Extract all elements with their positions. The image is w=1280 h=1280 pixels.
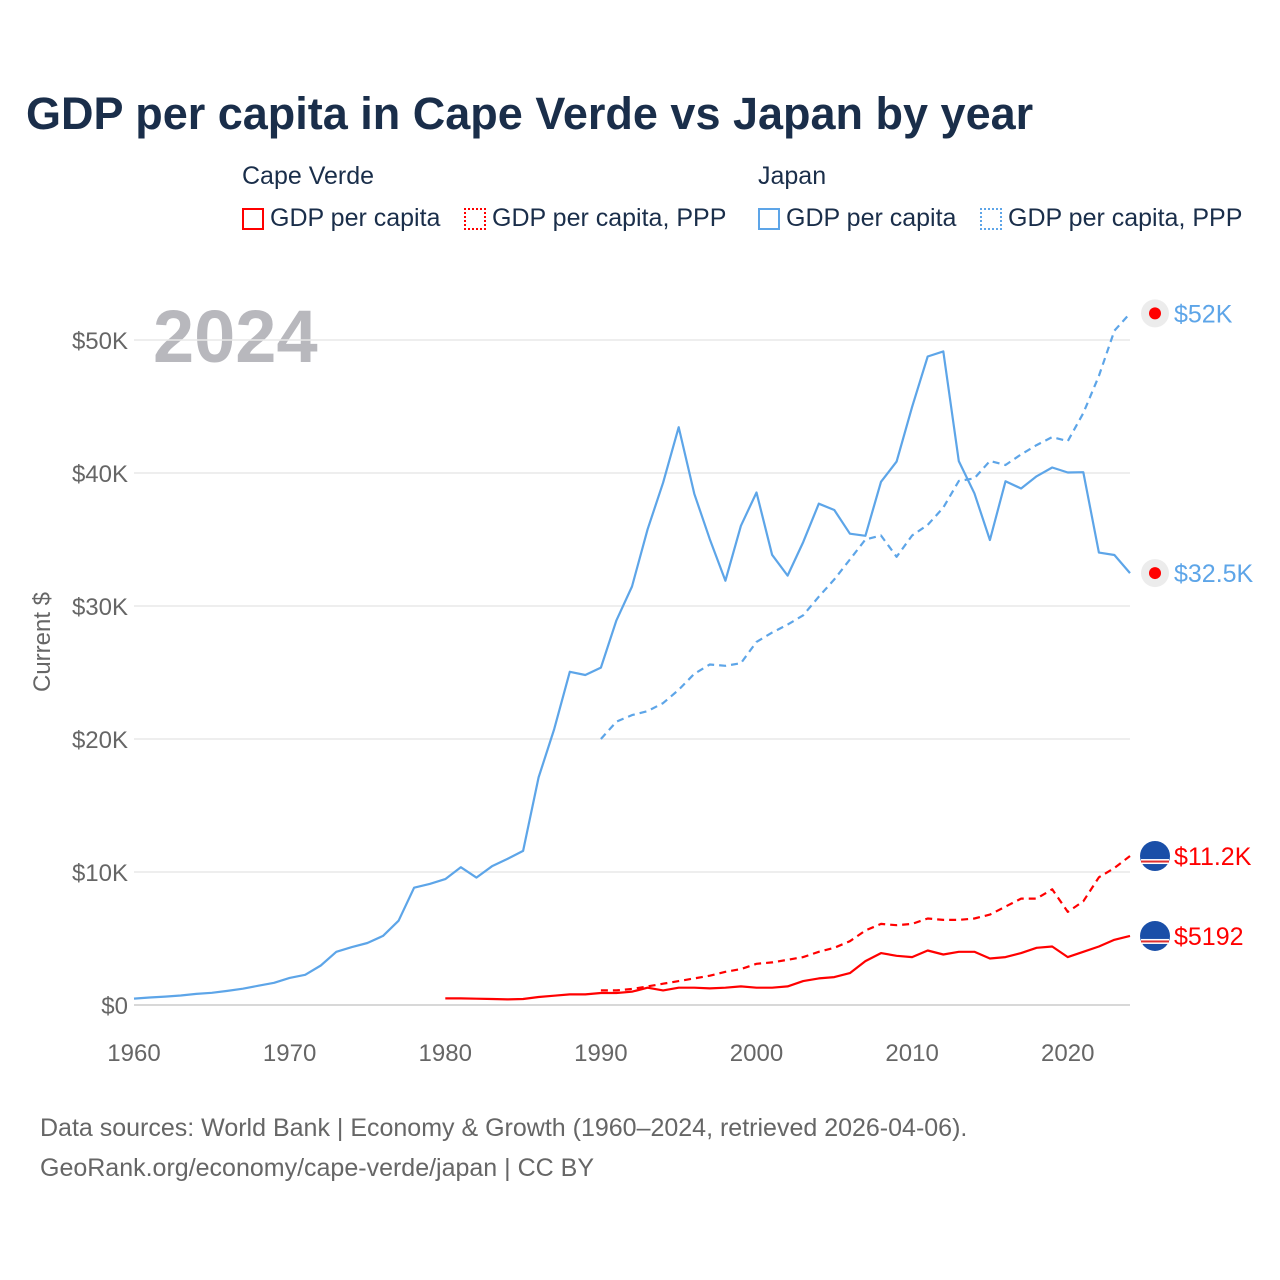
legend-label: GDP per capita, PPP [492,204,727,232]
legend-item-cv-ppp[interactable]: GDP per capita, PPP [464,204,726,233]
end-value-label: $5192 [1174,923,1244,951]
y-tick-label: $40K [72,461,128,488]
end-value-label: $11.2K [1174,843,1252,871]
x-tick-label: 2000 [730,1040,783,1067]
series-line-cape-verde-gdp-per-capita-ppp [600,855,1131,992]
legend-item-cv-gdp[interactable]: GDP per capita [242,204,440,233]
chart-title: GDP per capita in Cape Verde vs Japan by… [26,88,1034,139]
y-tick-label: $50K [72,328,128,355]
y-tick-label: $20K [72,727,128,754]
legend-label: GDP per capita [786,204,957,232]
legend-swatch-dotted-blue [980,207,1002,230]
x-tick-label: 2010 [885,1040,938,1067]
end-value-label: $32.5K [1174,560,1254,588]
japan-flag-dot [1149,567,1161,580]
y-tick-label: $10K [72,860,128,887]
year-overlay: 2024 [153,295,318,378]
series-line-cape-verde-gdp-per-capita [445,934,1131,1001]
x-tick-label: 1980 [419,1040,472,1067]
source-line-1: Data sources: World Bank | Economy & Gro… [40,1114,968,1142]
cape-verde-flag-stripe [1141,860,1169,863]
x-tick-label: 1970 [263,1040,316,1067]
legend-group-cape-verde: Cape Verde [242,162,375,190]
legend-swatch-dotted-red [464,207,486,230]
x-tick-label: 1990 [574,1040,627,1067]
japan-flag-dot [1149,307,1161,320]
y-tick-label: $30K [72,594,128,621]
cape-verde-flag-icon [1140,841,1170,872]
legend-label: GDP per capita, PPP [1008,204,1243,232]
legend-label: GDP per capita [270,204,441,232]
x-tick-label: 2020 [1041,1040,1094,1067]
x-tick-label: 1960 [107,1040,160,1067]
legend-item-jp-gdp[interactable]: GDP per capita [758,204,956,233]
legend-swatch-solid-red [242,207,264,230]
y-axis-label: Current $ [29,592,56,692]
cape-verde-flag-stripe [1141,940,1169,943]
series-line-japan-gdp-per-capita [133,350,1131,1000]
legend-item-jp-ppp[interactable]: GDP per capita, PPP [980,204,1242,233]
legend-swatch-solid-blue [758,207,780,230]
end-value-label: $52K [1174,300,1233,328]
source-line-2[interactable]: GeoRank.org/economy/cape-verde/japan | C… [40,1154,595,1182]
cape-verde-flag-icon [1140,920,1170,951]
source-note: Data sources: World Bank | Economy & Gro… [40,1108,967,1188]
series-line-japan-gdp-per-capita-ppp [600,312,1131,740]
y-tick-label: $0 [101,993,128,1020]
legend-group-japan: Japan [758,162,827,190]
